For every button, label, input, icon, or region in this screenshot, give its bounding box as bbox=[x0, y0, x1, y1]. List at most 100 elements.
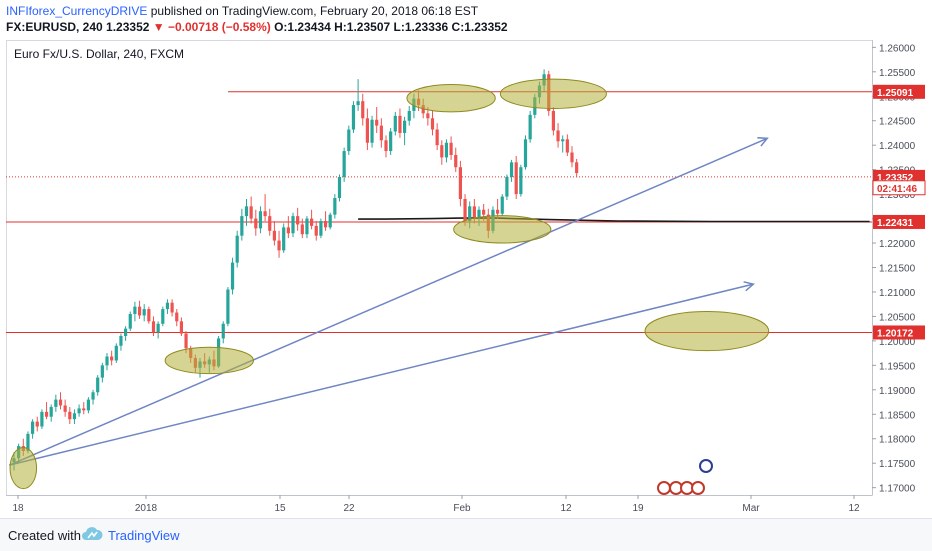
x-tick-label: 2018 bbox=[135, 503, 158, 514]
y-tick-label: 1.22000 bbox=[879, 239, 916, 250]
candle-body bbox=[319, 221, 323, 236]
candle-body bbox=[505, 176, 509, 197]
candle-body bbox=[328, 214, 332, 228]
x-tick-label: Mar bbox=[742, 503, 760, 514]
candle-body bbox=[403, 120, 407, 133]
candle-body bbox=[379, 125, 383, 141]
candle-body bbox=[296, 216, 300, 225]
highlight-zone bbox=[453, 215, 552, 244]
candle-body bbox=[44, 411, 49, 417]
candle-body bbox=[58, 399, 63, 406]
candle-body bbox=[105, 356, 109, 366]
candle-body bbox=[342, 151, 346, 177]
candle-body bbox=[523, 139, 528, 168]
symbol-label: FX:EURUSD, 240 bbox=[6, 20, 103, 34]
candle-body bbox=[151, 321, 156, 333]
candle-body bbox=[110, 356, 114, 361]
candle-body bbox=[54, 399, 58, 407]
candle-body bbox=[472, 206, 476, 218]
candle-body bbox=[137, 306, 142, 316]
candle-body bbox=[361, 101, 365, 119]
candle-body bbox=[82, 408, 86, 411]
candle-body bbox=[31, 421, 35, 434]
trendline bbox=[9, 137, 768, 466]
candle-body bbox=[72, 413, 77, 420]
candle-body bbox=[263, 211, 267, 217]
candle-body bbox=[230, 262, 235, 290]
y-tick-label: 1.21500 bbox=[879, 264, 916, 275]
price-label: 02:41:46 bbox=[877, 184, 917, 195]
price-label-box bbox=[873, 84, 925, 99]
publication-line: INFIforex_CurrencyDRIVE published on Tra… bbox=[6, 4, 478, 18]
candle-body bbox=[500, 196, 504, 214]
chart-title: Euro Fx/U.S. Dollar, 240, FXCM bbox=[14, 47, 184, 61]
symbol-line: FX:EURUSD, 240 1.23352 ▼ −0.00718 (−0.58… bbox=[6, 20, 508, 34]
ohlc-values: O:1.23434 H:1.23507 L:1.23336 C:1.23352 bbox=[274, 20, 508, 34]
candle-body bbox=[156, 323, 160, 333]
x-tick-label: 22 bbox=[343, 503, 355, 514]
candle-body bbox=[226, 289, 230, 324]
candle-body bbox=[393, 115, 397, 132]
candle-body bbox=[300, 224, 304, 235]
candle-body bbox=[430, 118, 435, 130]
candle-body bbox=[124, 328, 128, 336]
y-tick-label: 1.20000 bbox=[879, 337, 916, 348]
candle-body bbox=[161, 309, 165, 324]
trendline-arrowhead bbox=[757, 136, 769, 147]
candle-body bbox=[96, 377, 100, 393]
candle-body bbox=[235, 235, 239, 263]
x-tick-label: Feb bbox=[453, 503, 471, 514]
price-label: 1.23352 bbox=[877, 173, 914, 184]
candle-body bbox=[244, 206, 249, 217]
tradingview-brand[interactable]: TradingView bbox=[108, 528, 180, 543]
candle-body bbox=[482, 209, 486, 215]
candlestick-chart[interactable]: Euro Fx/U.S. Dollar, 240, FXCM 1.26000 1.2… bbox=[6, 40, 926, 518]
y-tick-label: 1.19500 bbox=[879, 361, 916, 372]
candle-body bbox=[389, 131, 393, 152]
candle-body bbox=[165, 302, 170, 310]
candle-body bbox=[179, 321, 183, 334]
trendline-arrowhead bbox=[743, 281, 755, 292]
candle-body bbox=[310, 218, 314, 226]
y-tick-label: 1.23000 bbox=[879, 190, 916, 201]
candle-body bbox=[477, 209, 481, 218]
candle-body bbox=[570, 152, 574, 163]
y-tick-label: 1.20500 bbox=[879, 312, 916, 323]
highlight-zone bbox=[644, 311, 770, 352]
candle-body bbox=[561, 139, 565, 142]
created-with-text: Created with bbox=[8, 528, 81, 543]
chart-frame[interactable]: Euro Fx/U.S. Dollar, 240, FXCM 1.26000 1.2… bbox=[6, 40, 926, 518]
candle-body bbox=[184, 333, 188, 349]
y-tick-label: 1.25500 bbox=[879, 68, 916, 79]
last-price: 1.23352 bbox=[106, 20, 150, 34]
candle-body bbox=[277, 240, 281, 251]
candle-body bbox=[333, 198, 337, 215]
candle-body bbox=[68, 411, 72, 420]
author-link[interactable]: INFIforex_CurrencyDRIVE bbox=[6, 4, 148, 18]
candle-body bbox=[454, 154, 458, 168]
candle-body bbox=[440, 145, 444, 158]
price-label-box bbox=[873, 214, 925, 229]
candle-body bbox=[268, 216, 272, 231]
candle-body bbox=[147, 309, 151, 322]
candle-body bbox=[314, 225, 318, 236]
candle-body bbox=[49, 406, 53, 417]
candle-body bbox=[551, 110, 555, 131]
candle-body bbox=[26, 433, 30, 451]
y-tick-label: 1.26000 bbox=[879, 43, 916, 54]
highlight-zone bbox=[406, 84, 496, 113]
candle-body bbox=[384, 140, 388, 152]
y-tick-label: 1.18000 bbox=[879, 435, 916, 446]
candle-body bbox=[528, 114, 532, 140]
candle-body bbox=[142, 309, 146, 316]
candle-body bbox=[240, 216, 244, 236]
candle-body bbox=[347, 129, 351, 152]
candle-body bbox=[249, 206, 253, 219]
candle-body bbox=[449, 142, 453, 155]
candle-body bbox=[282, 227, 286, 251]
y-tick-label: 1.24000 bbox=[879, 141, 916, 152]
candle-body bbox=[254, 218, 258, 229]
candle-body bbox=[119, 335, 123, 346]
tradingview-cloud-icon bbox=[80, 526, 104, 547]
x-tick-label: 18 bbox=[12, 503, 24, 514]
